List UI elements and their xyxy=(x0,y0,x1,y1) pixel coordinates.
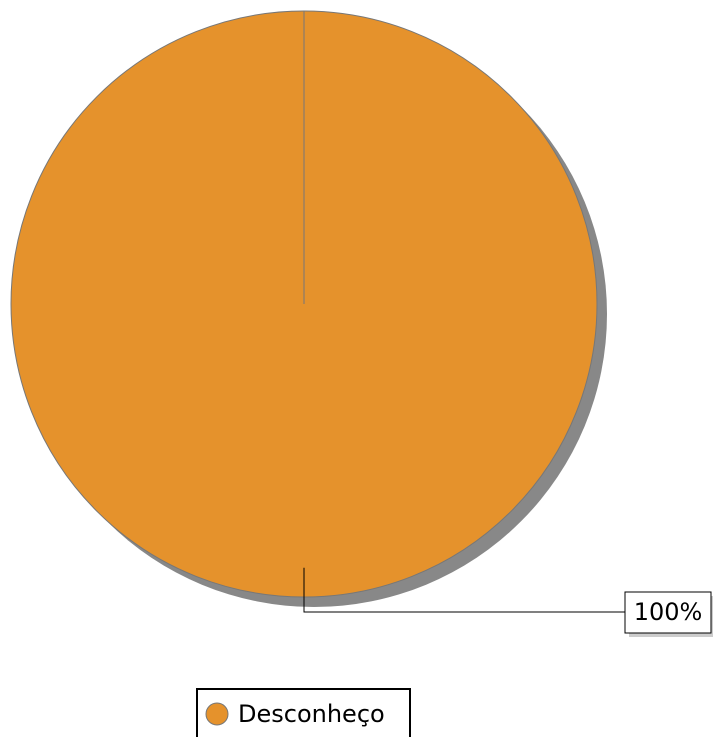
legend-marker xyxy=(205,702,229,726)
value-label: 100% xyxy=(634,598,703,626)
label-box xyxy=(624,591,712,634)
legend-label: Desconheço xyxy=(238,700,385,728)
legend-box xyxy=(196,688,411,737)
leader-line xyxy=(303,567,625,613)
